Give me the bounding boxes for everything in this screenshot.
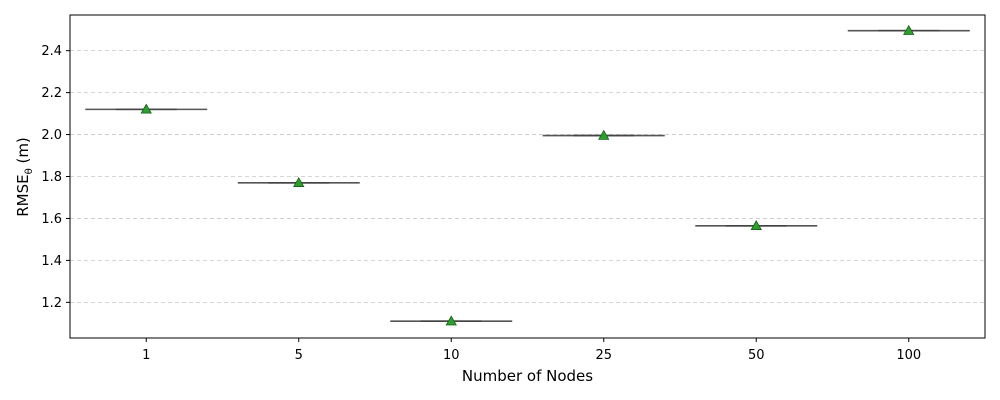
mean-marker xyxy=(445,315,457,326)
y-tick-label: 1.6 xyxy=(41,212,62,227)
y-axis-label: RMSEθ (m) xyxy=(14,137,35,217)
y-tick-label: 2.2 xyxy=(41,86,62,101)
y-axis-label-main: RMSE xyxy=(14,174,32,216)
y-axis-label-unit: (m) xyxy=(14,137,32,168)
axes: 1.2 1.4 1.6 1.8 2.0 2.2 2.4 1 5 10 25 50 100 xyxy=(41,44,921,363)
x-tick-label: 25 xyxy=(595,348,612,363)
y-tick-label: 1.8 xyxy=(41,170,62,185)
mean-marker xyxy=(903,24,915,35)
mean-marker xyxy=(750,219,762,230)
mean-marker xyxy=(140,103,152,114)
y-tick-label: 1.4 xyxy=(41,254,62,269)
x-tick-label: 100 xyxy=(896,348,921,363)
x-tick-label: 50 xyxy=(748,348,765,363)
y-tick-label: 2.4 xyxy=(41,44,62,59)
y-axis-label-sub: θ xyxy=(24,168,35,174)
mean-marker xyxy=(293,176,305,187)
x-tick-label: 1 xyxy=(142,348,150,363)
y-tick-label: 1.2 xyxy=(41,296,62,311)
x-tick-label: 10 xyxy=(443,348,460,363)
mean-marker xyxy=(598,129,610,140)
plot-area xyxy=(85,24,970,326)
y-tick-label: 2.0 xyxy=(41,128,62,143)
grid-lines xyxy=(70,50,985,303)
x-axis-label: Number of Nodes xyxy=(462,367,593,385)
x-tick-label: 5 xyxy=(295,348,303,363)
